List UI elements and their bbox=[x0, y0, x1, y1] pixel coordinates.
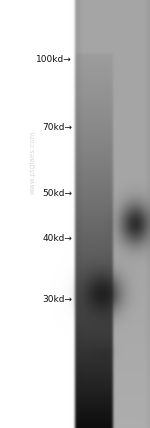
Text: www.ptglaes.com: www.ptglaes.com bbox=[30, 131, 36, 194]
Text: 100kd→: 100kd→ bbox=[36, 54, 72, 64]
Text: 40kd→: 40kd→ bbox=[42, 234, 72, 244]
Text: 70kd→: 70kd→ bbox=[42, 123, 72, 132]
Text: 50kd→: 50kd→ bbox=[42, 189, 72, 198]
Text: 30kd→: 30kd→ bbox=[42, 295, 72, 304]
